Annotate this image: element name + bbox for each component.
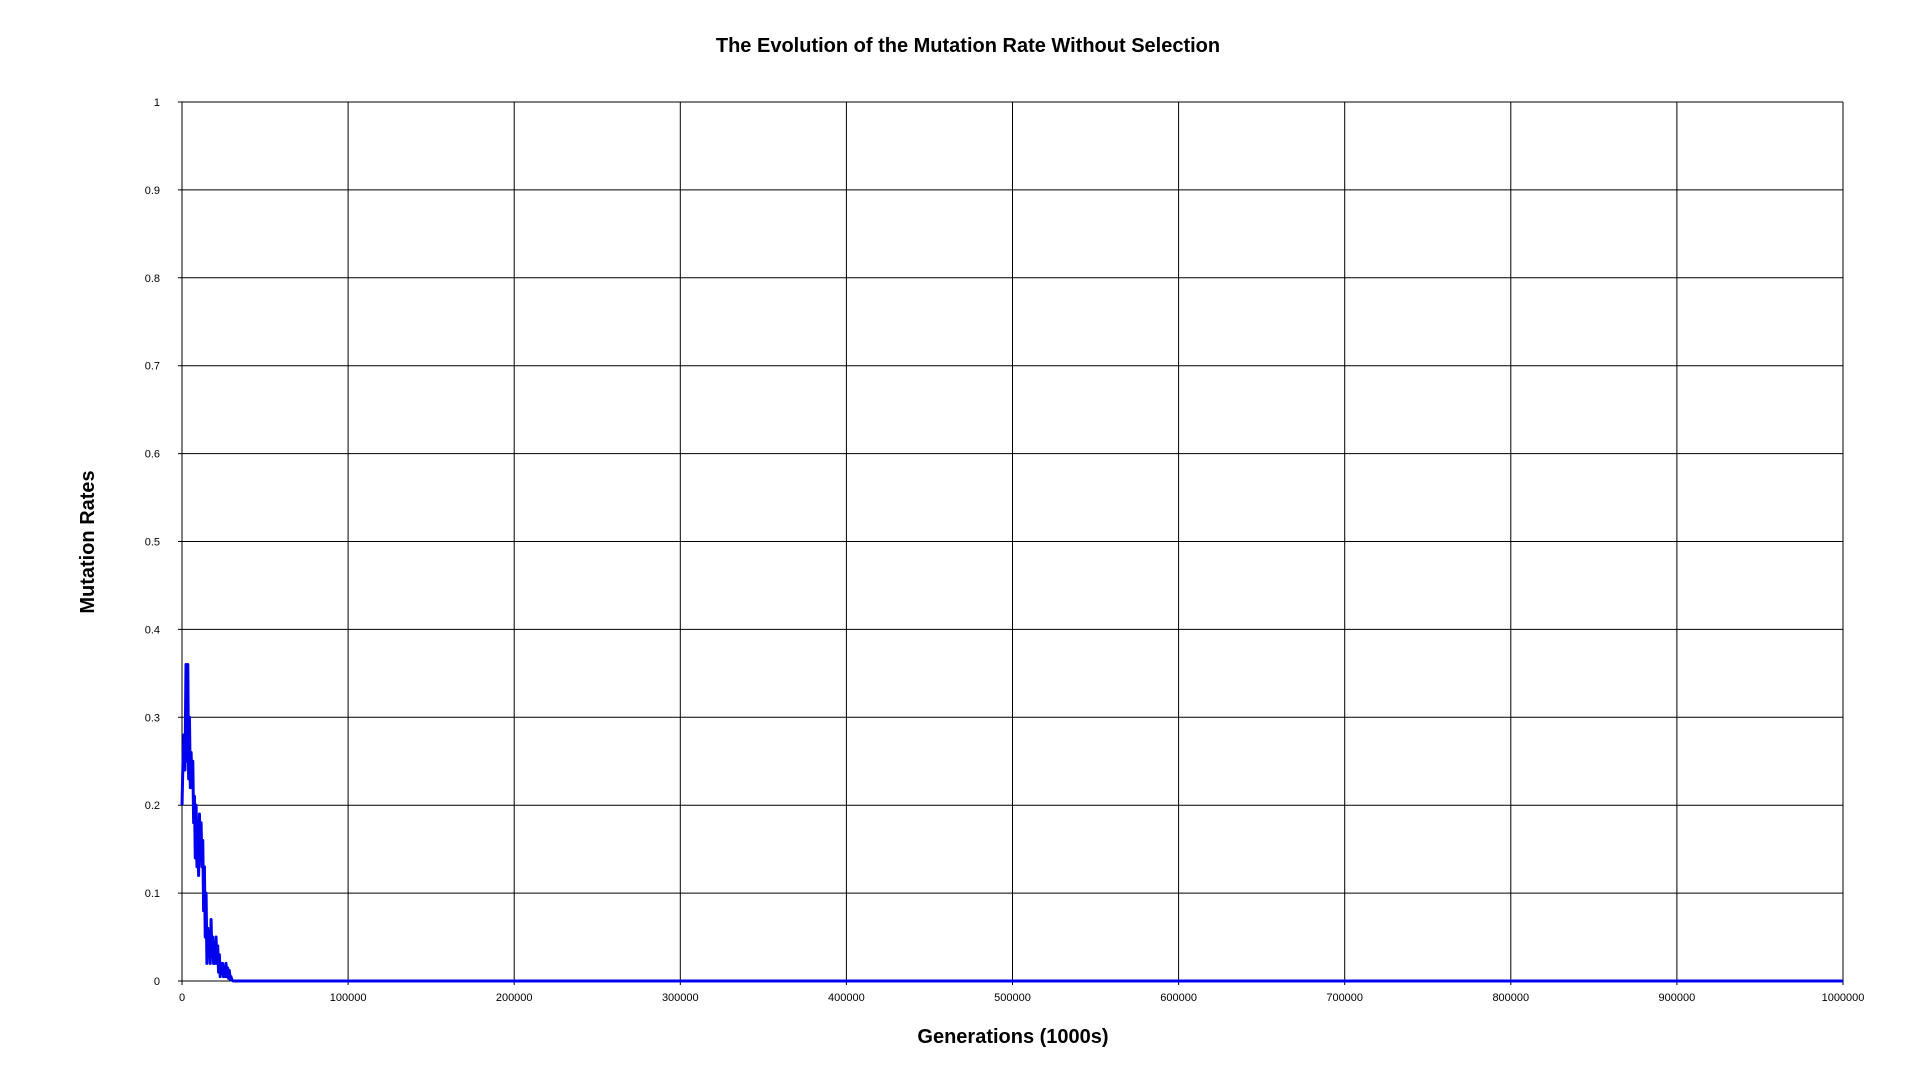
x-axis-label: Generations (1000s) xyxy=(917,1026,1108,1048)
x-tick-label: 100000 xyxy=(330,992,367,1004)
x-tick-label: 700000 xyxy=(1326,992,1363,1004)
x-tick-label: 500000 xyxy=(994,992,1031,1004)
y-tick-label: 1 xyxy=(154,97,160,109)
y-tick-label: 0.6 xyxy=(145,449,160,461)
y-tick-label: 0.9 xyxy=(145,185,160,197)
y-tick-label: 0.5 xyxy=(145,537,160,549)
y-tick-label: 0.2 xyxy=(145,800,160,812)
x-tick-label: 300000 xyxy=(662,992,699,1004)
y-tick-label: 0 xyxy=(154,976,160,988)
x-tick-label: 600000 xyxy=(1160,992,1197,1004)
y-tick-label: 0.7 xyxy=(145,361,160,373)
y-tick-label: 0.3 xyxy=(145,712,160,724)
series-layer xyxy=(180,663,1843,983)
x-tick-label: 0 xyxy=(179,992,185,1004)
series-line xyxy=(180,663,1843,983)
x-tick-label: 200000 xyxy=(496,992,533,1004)
y-tick-label: 0.8 xyxy=(145,273,160,285)
x-tick-label: 800000 xyxy=(1492,992,1529,1004)
y-axis-label: Mutation Rates xyxy=(77,470,99,613)
y-tick-label: 0.1 xyxy=(145,888,160,900)
x-tick-label: 400000 xyxy=(828,992,865,1004)
chart-title: The Evolution of the Mutation Rate Witho… xyxy=(716,35,1220,57)
x-tick-label: 900000 xyxy=(1659,992,1696,1004)
grid xyxy=(178,101,1844,985)
x-tick-label: 1000000 xyxy=(1822,992,1865,1004)
tick-labels: 0 100000 200000 300000 400000 500000 600000 700… xyxy=(145,97,1865,1004)
y-tick-label: 0.4 xyxy=(145,624,160,636)
